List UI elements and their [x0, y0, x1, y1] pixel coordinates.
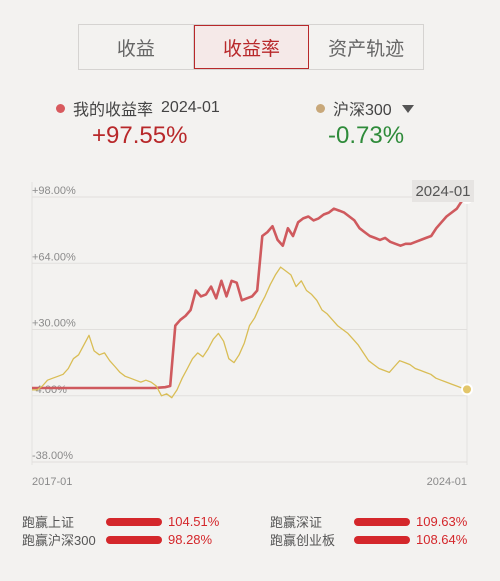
stat-item: 跑赢创业板 108.64%	[270, 530, 467, 549]
chevron-down-icon	[401, 105, 414, 113]
my-return-line	[32, 196, 468, 390]
stat-bar	[354, 535, 410, 544]
benchmark-end-point	[461, 383, 473, 396]
stat-label: 跑赢创业板	[270, 533, 336, 548]
y-tick-label: -38.00%	[32, 450, 73, 462]
benchmark-label: 沪深300	[333, 102, 392, 119]
y-tick-label: +64.00%	[32, 251, 76, 263]
stat-item: 跑赢沪深300 98.28%	[22, 530, 212, 549]
benchmark-selector[interactable]: 沪深300	[316, 96, 414, 120]
period-tabs: 收益 收益率 资产轨迹	[78, 24, 424, 70]
y-tick-label: +98.00%	[32, 185, 76, 197]
return-line-chart: +98.00%+64.00%+30.00%-4.00%-38.00% 2024-…	[31, 180, 474, 488]
stat-label: 跑赢上证	[22, 515, 75, 530]
tooltip-box	[412, 180, 474, 202]
stat-label: 跑赢深证	[270, 515, 323, 530]
stat-value: 109.63%	[416, 514, 468, 529]
stat-item: 跑赢深证 109.63%	[270, 512, 467, 531]
stat-bar	[106, 517, 162, 526]
tab-return-rate[interactable]: 收益率	[193, 25, 310, 69]
stat-label: 跑赢沪深300	[22, 533, 96, 548]
my-return-label: 我的收益率	[73, 102, 154, 119]
x-axis-start-label: 2017-01	[32, 476, 72, 488]
tooltip-date: 2024-01	[415, 183, 470, 200]
my-return-value: +97.55%	[92, 122, 188, 149]
stat-bar	[354, 517, 410, 526]
x-axis-end-label: 2024-01	[427, 476, 467, 488]
tab-earnings[interactable]: 收益	[79, 25, 194, 69]
legend-my-return: 我的收益率 2024-01	[56, 96, 220, 120]
stat-value: 108.64%	[416, 532, 468, 547]
benchmark-line	[32, 266, 468, 399]
stat-item: 跑赢上证 104.51%	[22, 512, 219, 531]
stat-value: 98.28%	[168, 532, 213, 547]
stat-value: 104.51%	[168, 514, 220, 529]
y-tick-label: +30.00%	[32, 318, 76, 330]
my-return-period: 2024-01	[161, 99, 220, 116]
tab-asset-trajectory[interactable]: 资产轨迹	[328, 38, 405, 60]
my-return-dot-icon	[56, 103, 65, 113]
stat-bar	[106, 535, 162, 544]
benchmark-value: -0.73%	[328, 122, 405, 149]
benchmark-dot-icon	[316, 103, 325, 113]
